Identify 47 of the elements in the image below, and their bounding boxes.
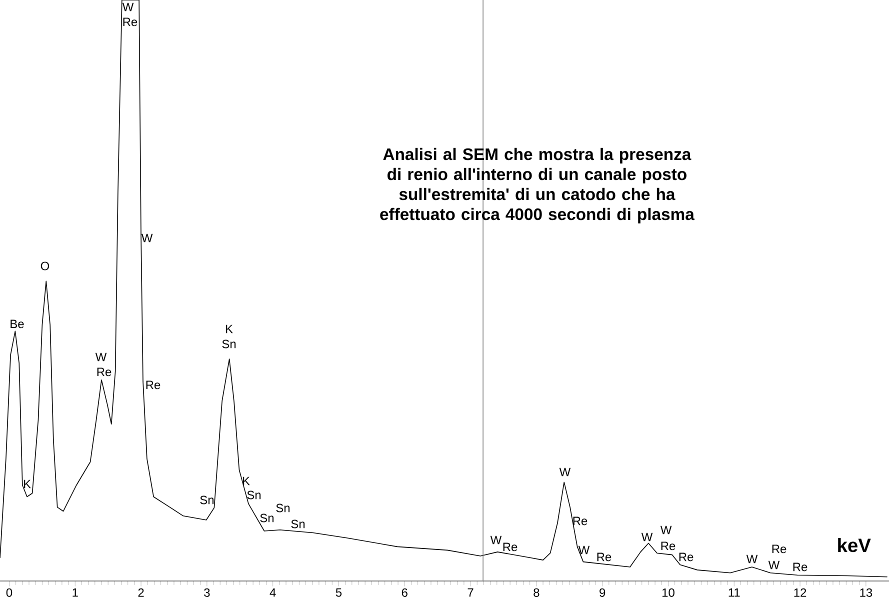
- annotation: Be: [10, 320, 24, 328]
- x-tick-label: 8: [534, 588, 540, 597]
- annotation: Re: [503, 542, 518, 552]
- x-tick-label: 10: [662, 588, 674, 597]
- x-tick-label: 9: [600, 588, 606, 597]
- x-tick-label: 5: [336, 588, 342, 597]
- annotation: Sn: [276, 504, 290, 512]
- annotation: W: [768, 560, 780, 570]
- annotation: W: [746, 554, 758, 564]
- annotation: W: [559, 468, 571, 476]
- annotation: W: [490, 536, 502, 544]
- annotation: Re: [772, 544, 786, 554]
- x-tick-label: 7: [468, 588, 474, 597]
- annotation: W: [660, 526, 672, 534]
- annotation: Sn: [222, 340, 236, 348]
- annotation: Re: [123, 18, 138, 26]
- annotation: Re: [661, 542, 676, 550]
- annotation: W: [95, 352, 107, 362]
- annotation: Sn: [200, 496, 214, 504]
- annotation: O: [40, 262, 50, 270]
- x-tick-label: 3: [204, 588, 210, 597]
- x-tick-label: 0: [6, 588, 12, 597]
- annotation: W: [578, 546, 590, 554]
- annotation: Re: [573, 516, 588, 526]
- x-tick-label: 13: [860, 588, 872, 597]
- annotation: Sn: [260, 514, 274, 522]
- annotation: K: [242, 476, 250, 486]
- annotation: W: [141, 234, 153, 242]
- annotation: Re: [679, 552, 694, 562]
- x-tick-label: 6: [402, 588, 408, 597]
- x-tick-label: 1: [72, 588, 78, 597]
- annotation: K: [24, 480, 31, 488]
- annotation: Re: [793, 562, 808, 572]
- annotation: W: [122, 2, 134, 12]
- annotation: W: [641, 532, 653, 542]
- x-tick-label: 12: [794, 588, 806, 597]
- x-tick-label: 11: [728, 588, 740, 597]
- annotation: Re: [97, 368, 112, 376]
- annotation: Sn: [247, 490, 261, 500]
- annotation: Sn: [291, 520, 305, 528]
- text: Analisi al SEM che mostra la presenza di renio all'interno di un canale posto sull'estremita' di un catodo che ha effettuato circa 4000 secondi di plasma: [380, 148, 694, 224]
- annotation: Re: [597, 552, 612, 562]
- annotation: Re: [146, 380, 160, 390]
- x-tick-label: 4: [270, 588, 276, 597]
- x-axis-title: keV: [838, 538, 871, 552]
- x-tick-label: 2: [138, 588, 144, 597]
- annotation: K: [226, 324, 233, 334]
